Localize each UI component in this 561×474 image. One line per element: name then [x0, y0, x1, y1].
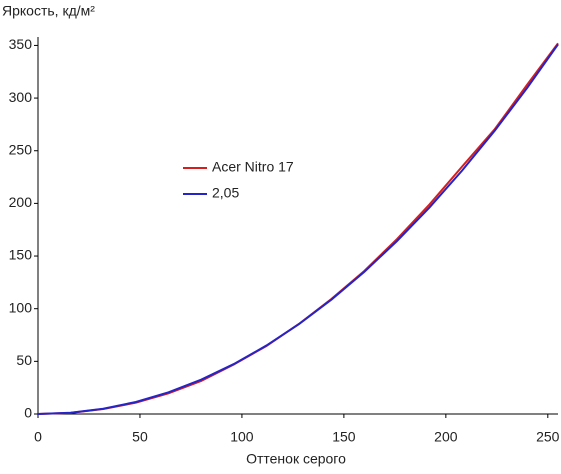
y-tick-label: 150 [9, 247, 33, 263]
legend-label: Acer Nitro 17 [212, 159, 294, 175]
x-tick-label: 200 [434, 429, 458, 445]
x-tick-label: 100 [230, 429, 254, 445]
series-line [37, 42, 559, 415]
x-tick-label: 250 [536, 429, 560, 445]
x-tick-label: 0 [34, 429, 42, 445]
y-axis-label: Яркость, кд/м² [2, 3, 95, 19]
y-tick-label: 250 [9, 141, 33, 157]
series-line [37, 43, 559, 415]
y-tick-label: 0 [24, 405, 32, 421]
legend-label: 2,05 [212, 185, 239, 201]
y-tick-label: 350 [9, 36, 33, 52]
x-axis-label: Оттенок серого [246, 451, 346, 467]
x-tick-label: 150 [332, 429, 356, 445]
y-tick-label: 300 [9, 89, 33, 105]
y-tick-label: 200 [9, 194, 33, 210]
y-tick-label: 100 [9, 299, 33, 315]
y-tick-label: 50 [16, 352, 32, 368]
x-tick-label: 50 [132, 429, 148, 445]
